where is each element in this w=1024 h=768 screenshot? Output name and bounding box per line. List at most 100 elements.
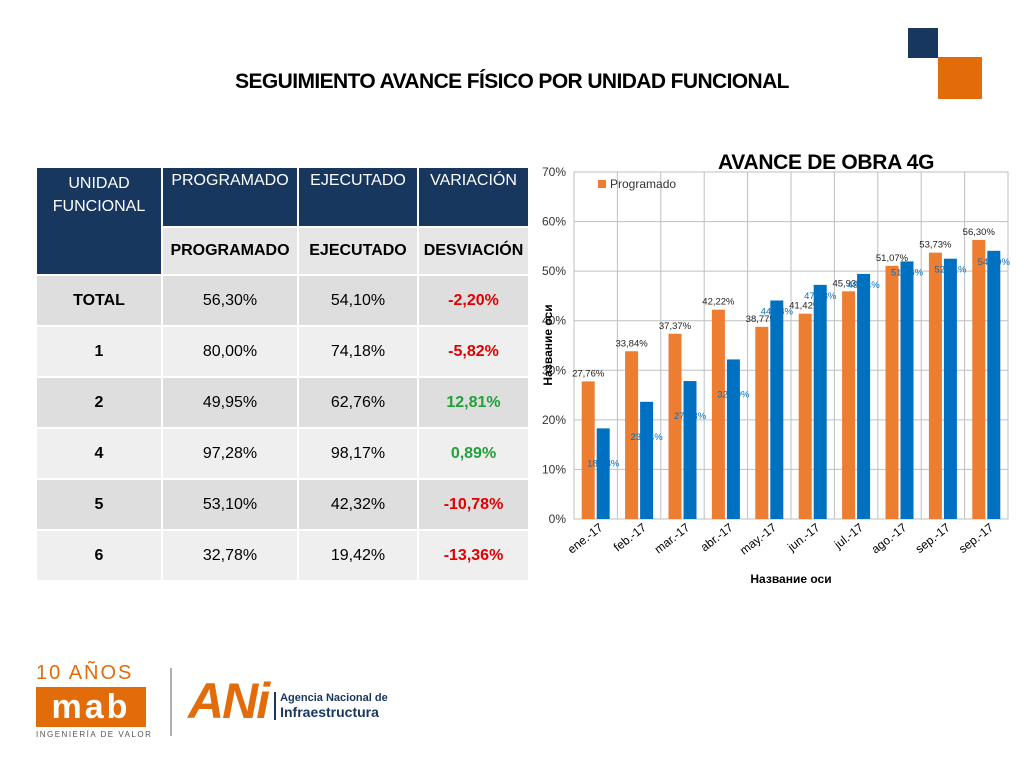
cell-desviacion: -5,82%	[417, 325, 530, 378]
x-axis-title: Название оси	[750, 572, 831, 586]
cell-desviacion: 12,81%	[417, 376, 530, 429]
bar-ejecutado	[770, 300, 784, 519]
bar-ejecutado	[813, 284, 827, 519]
table-row: 1 80,00% 74,18% -5,82%	[35, 325, 530, 378]
bar-programado	[842, 291, 856, 519]
mab-tagline: INGENIERÍA DE VALOR	[36, 730, 153, 739]
data-label-ejecutado: 54,10%	[978, 257, 1010, 268]
x-tick-label: sep.-17	[913, 520, 953, 556]
cell-unit: 6	[35, 529, 163, 582]
header-variacion: VARIACIÓN	[417, 166, 530, 228]
cell-programado: 32,78%	[161, 529, 299, 582]
bar-ejecutado	[596, 428, 610, 519]
ani-mark: ANi	[188, 673, 270, 729]
cell-unit: 2	[35, 376, 163, 429]
table-row: 6 32,78% 19,42% -13,36%	[35, 529, 530, 582]
data-label-ejecutado: 27,83%	[674, 411, 707, 422]
y-tick-label: 70%	[542, 165, 566, 179]
cell-desviacion: -13,36%	[417, 529, 530, 582]
cell-unit: TOTAL	[35, 274, 163, 327]
bar-ejecutado	[726, 359, 740, 519]
decorative-orange-square	[938, 57, 982, 99]
data-label-ejecutado: 51,96%	[891, 267, 924, 278]
y-tick-label: 20%	[542, 413, 566, 427]
x-tick-label: sep.-17	[956, 520, 996, 556]
bar-programado	[928, 252, 942, 519]
header-ejecutado: EJECUTADO	[297, 166, 419, 228]
header-programado: PROGRAMADO	[161, 166, 299, 228]
bar-programado	[581, 381, 595, 519]
cell-ejecutado: 98,17%	[297, 427, 419, 480]
table-row: 4 97,28% 98,17% 0,89%	[35, 427, 530, 480]
data-label-programado: 56,30%	[963, 227, 996, 238]
data-label-programado: 45,93%	[832, 278, 865, 289]
cell-unit: 5	[35, 478, 163, 531]
progress-bar-chart: 0% 10% 20% 30% 40% 50% 60% 70% 27,76% 18,28% ene.-…	[541, 165, 1010, 586]
y-tick-label: 40%	[542, 314, 566, 328]
mab-logo: 10 AÑOS mab INGENIERÍA DE VALOR	[36, 662, 152, 739]
data-label-ejecutado: 18,28%	[587, 458, 620, 469]
x-tick-label: abr.-17	[698, 520, 736, 554]
bar-ejecutado	[943, 258, 957, 519]
bar-ejecutado	[987, 250, 1001, 519]
header-unidad-funcional: UNIDAD FUNCIONAL	[35, 166, 163, 276]
data-label-ejecutado: 32,19%	[717, 389, 750, 400]
cell-ejecutado: 54,10%	[297, 274, 419, 327]
y-tick-label: 0%	[549, 512, 567, 526]
bar-programado	[711, 309, 725, 519]
x-tick-label: ene.-17	[565, 520, 606, 556]
y-axis-title: Название оси	[541, 304, 555, 385]
cell-ejecutado: 74,18%	[297, 325, 419, 378]
bar-ejecutado	[857, 273, 871, 519]
cell-desviacion: 0,89%	[417, 427, 530, 480]
bar-ejecutado	[640, 401, 654, 519]
chart-title: AVANCE DE OBRA 4G	[718, 151, 935, 174]
progress-table: UNIDAD FUNCIONAL PROGRAMADO EJECUTADO VA…	[35, 166, 530, 582]
ani-text: Agencia Nacional de Infraestructura	[274, 692, 388, 720]
ani-line1: Agencia Nacional de	[280, 692, 388, 704]
bar-programado	[668, 333, 682, 519]
bar-ejecutado	[683, 381, 697, 519]
cell-programado: 49,95%	[161, 376, 299, 429]
data-label-programado: 53,73%	[919, 240, 952, 251]
bar-programado	[885, 265, 899, 519]
cell-programado: 53,10%	[161, 478, 299, 531]
cell-unit: 4	[35, 427, 163, 480]
x-tick-label: ago.-17	[869, 520, 910, 556]
x-tick-label: may.-17	[737, 520, 779, 557]
ani-line2: Infraestructura	[280, 704, 379, 720]
data-label-ejecutado: 52,51%	[934, 265, 967, 276]
y-tick-label: 60%	[542, 215, 566, 229]
cell-unit: 1	[35, 325, 163, 378]
x-tick-label: jun.-17	[784, 520, 823, 554]
x-tick-label: feb.-17	[611, 520, 649, 554]
bar-ejecutado	[900, 261, 914, 519]
subheader-desviacion: DESVIACIÓN	[417, 226, 530, 276]
bar-programado	[972, 239, 986, 520]
data-label-ejecutado: 49,44%	[847, 280, 880, 291]
subheader-programado: PROGRAMADO	[161, 226, 299, 276]
cell-ejecutado: 19,42%	[297, 529, 419, 582]
bar-programado	[798, 313, 812, 519]
y-tick-label: 10%	[542, 462, 566, 476]
y-tick-label: 30%	[542, 363, 566, 377]
table-row: TOTAL 56,30% 54,10% -2,20%	[35, 274, 530, 327]
x-tick-label: mar.-17	[652, 520, 693, 556]
data-label-programado: 33,84%	[615, 338, 648, 349]
ani-logo: ANi Agencia Nacional de Infraestructura	[188, 676, 388, 726]
subheader-ejecutado: EJECUTADO	[297, 226, 419, 276]
decorative-navy-square	[908, 28, 938, 58]
cell-programado: 97,28%	[161, 427, 299, 480]
cell-ejecutado: 42,32%	[297, 478, 419, 531]
cell-programado: 56,30%	[161, 274, 299, 327]
cell-desviacion: -2,20%	[417, 274, 530, 327]
data-label-programado: 38,77%	[746, 314, 779, 325]
data-label-programado: 42,22%	[702, 297, 735, 308]
cell-programado: 80,00%	[161, 325, 299, 378]
data-label-ejecutado: 23,64%	[630, 432, 663, 443]
table-row: 5 53,10% 42,32% -10,78%	[35, 478, 530, 531]
x-tick-label: jul.-17	[831, 520, 866, 552]
data-label-ejecutado: 44,08%	[761, 306, 794, 317]
data-label-programado: 51,07%	[876, 253, 909, 264]
data-label-ejecutado: 47,23%	[804, 291, 837, 302]
